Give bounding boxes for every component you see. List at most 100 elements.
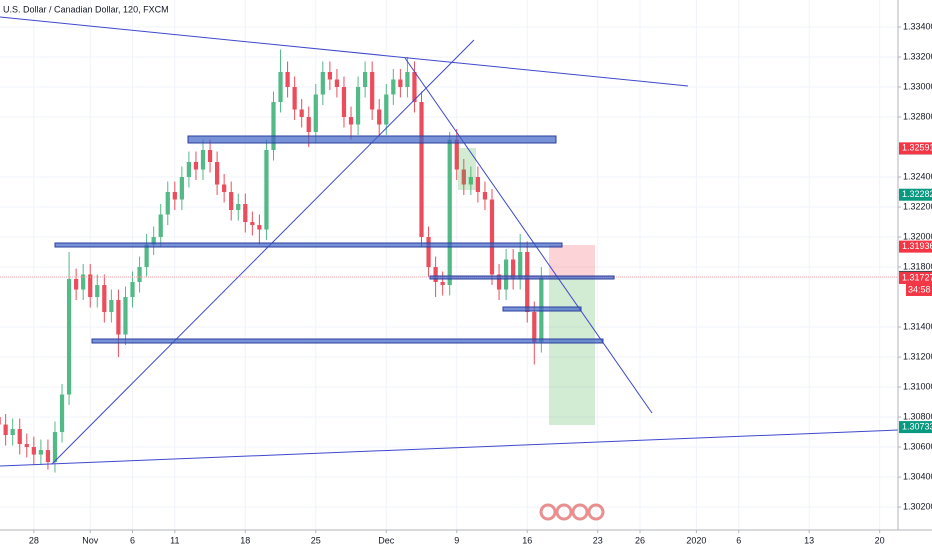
candle-body	[137, 267, 142, 283]
candle-body	[348, 117, 354, 125]
candle-body	[412, 72, 417, 103]
price-tag	[899, 421, 932, 434]
candle-body	[151, 237, 156, 245]
zone	[54, 242, 563, 248]
y-tick-label: 1.33200	[903, 51, 932, 61]
candle-body	[186, 162, 192, 178]
trend-line	[51, 39, 475, 465]
price-tag-label: 1.31727	[902, 272, 932, 282]
price-tag-label: 1.31936	[902, 241, 932, 251]
y-tick-label: 1.33400	[903, 21, 932, 31]
candle-body	[257, 225, 262, 230]
candle-body	[440, 282, 445, 286]
target-zone	[549, 277, 595, 425]
price-tag-label: 1.32282	[902, 189, 932, 199]
candle-body	[193, 162, 199, 170]
candle-body	[334, 79, 340, 88]
x-tick-label: 23	[593, 535, 603, 545]
stop-zone	[549, 245, 595, 277]
candle-body	[320, 72, 325, 95]
price-tag	[899, 271, 932, 284]
candle-body	[144, 244, 149, 268]
candles	[0, 49, 544, 473]
x-tick-label: Dec	[378, 535, 395, 545]
candle-body	[0, 417, 1, 425]
candle-body	[355, 87, 361, 125]
candle-body	[525, 252, 530, 313]
x-tick-label: Nov	[82, 535, 99, 545]
candle-body	[454, 139, 459, 170]
candle-body	[285, 72, 290, 88]
y-tick-label: 1.33000	[903, 81, 932, 91]
candle-body	[17, 429, 22, 445]
candle-body	[31, 447, 36, 455]
candle-body	[95, 285, 100, 298]
candle-body	[222, 184, 227, 193]
candle-body	[468, 177, 473, 185]
candle-body	[503, 259, 509, 290]
countdown: 34:58	[908, 284, 931, 294]
candle-body	[74, 279, 79, 290]
candle-body	[109, 300, 114, 313]
candle-body	[518, 252, 523, 280]
x-tick-label: 6	[130, 535, 135, 545]
trend-line	[0, 429, 899, 467]
candle-body	[66, 279, 72, 395]
y-tick-label: 1.31400	[903, 321, 932, 331]
x-tick-label: 20	[875, 535, 885, 545]
y-tick-label: 1.32800	[903, 111, 932, 121]
candle-body	[172, 192, 177, 200]
candle-body	[271, 102, 276, 151]
candle-body	[475, 177, 481, 193]
drawings	[0, 16, 899, 521]
candle-body	[10, 429, 15, 436]
candle-body	[511, 259, 516, 280]
candle-body	[236, 204, 241, 211]
candle-body	[327, 72, 332, 80]
candle-body	[419, 102, 424, 238]
candle-body	[45, 450, 51, 463]
candle-body	[426, 237, 431, 268]
y-tick-label: 1.30200	[903, 501, 932, 511]
candle-body	[81, 274, 86, 290]
candle-body	[250, 222, 255, 226]
candle-body	[200, 150, 206, 170]
candle-body	[24, 444, 29, 448]
candle-body	[52, 432, 58, 463]
y-tick-label: 1.32000	[903, 231, 932, 241]
zone	[429, 275, 615, 280]
candle-body	[207, 150, 213, 163]
shaded-zone	[458, 148, 476, 190]
x-tick-label: 9	[454, 535, 459, 545]
candle-body	[229, 192, 234, 211]
candle-body	[116, 300, 121, 335]
y-tick-label: 1.31800	[903, 261, 932, 271]
y-tick-label: 1.30400	[903, 471, 932, 481]
x-tick-label: 6	[736, 535, 741, 545]
candle-body	[88, 274, 93, 298]
price-tag	[899, 240, 932, 253]
axes: 1.33400 1.33200 1.33000 1.32800 1.32400 1.322…	[29, 21, 932, 545]
candle-body	[278, 72, 283, 103]
candle-body	[384, 94, 389, 125]
candle-body	[158, 214, 163, 238]
candle-body	[363, 72, 368, 88]
grid	[0, 0, 898, 530]
price-tag	[899, 188, 932, 201]
candle-body	[102, 285, 107, 313]
y-tick-label: 1.32400	[903, 171, 932, 181]
x-tick-label: 18	[240, 535, 250, 545]
trend-line	[0, 16, 689, 87]
x-tick-label: 2020	[686, 535, 706, 545]
zone	[91, 338, 604, 344]
candle-body	[130, 282, 135, 298]
candle-body	[123, 297, 128, 335]
candle-body	[447, 139, 452, 286]
x-tick-label: 16	[522, 535, 532, 545]
candle-body	[264, 150, 269, 230]
y-tick-label: 1.30600	[903, 441, 932, 451]
candle-body	[370, 72, 375, 110]
candle-body	[391, 79, 396, 95]
x-tick-label: 28	[29, 535, 39, 545]
